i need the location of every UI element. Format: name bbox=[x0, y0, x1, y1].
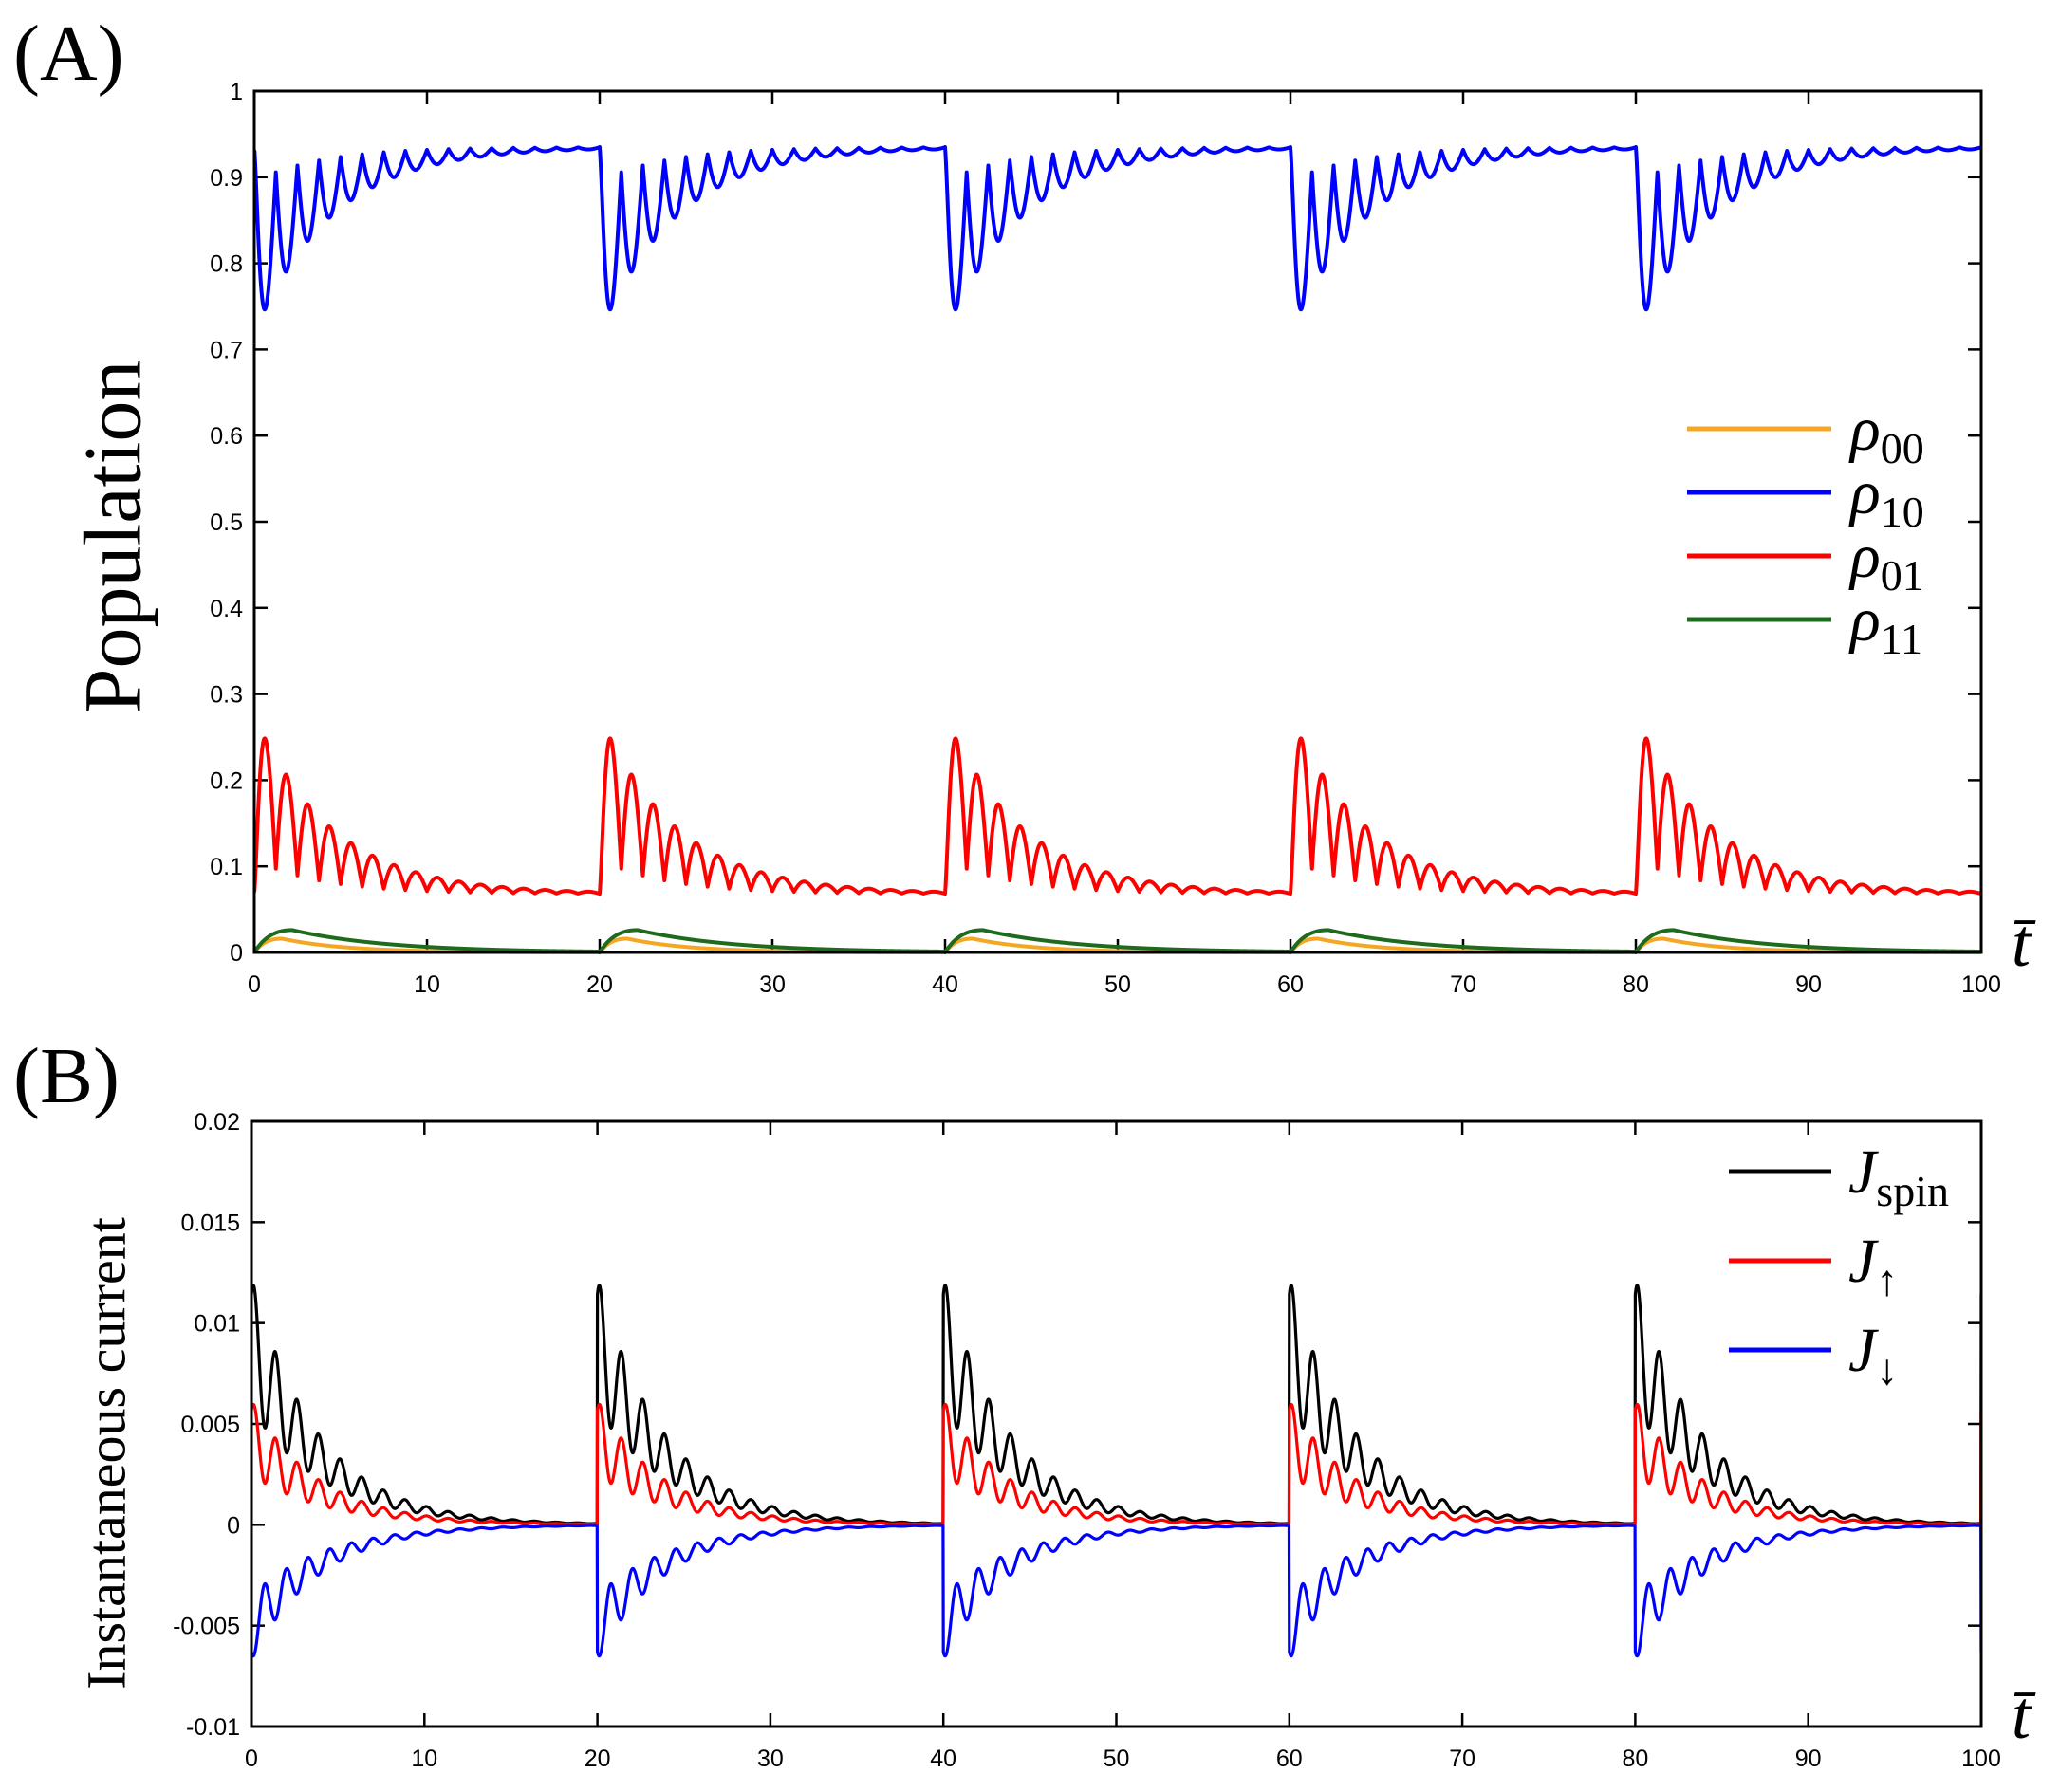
legend-entry-J↓: J↓ bbox=[1848, 1316, 1898, 1394]
legend-symbol: J bbox=[1848, 1316, 1879, 1385]
y-tick-label: 0.1 bbox=[210, 854, 243, 880]
legend-subscript: 11 bbox=[1881, 615, 1922, 663]
panel-b-frame bbox=[250, 1119, 1983, 1728]
x-tick-label: 0 bbox=[245, 1746, 258, 1772]
legend-entry-J↑: J↑ bbox=[1848, 1227, 1898, 1304]
x-tick-label: 60 bbox=[1276, 1746, 1303, 1772]
legend-entry-ρ11: ρ11 bbox=[1848, 585, 1922, 663]
x-tick-label: 80 bbox=[1622, 1746, 1648, 1772]
series-line-ρ11 bbox=[254, 928, 1981, 954]
legend-symbol: J bbox=[1848, 1227, 1879, 1296]
y-tick-label: 0 bbox=[227, 1512, 240, 1539]
x-tick-label: 70 bbox=[1449, 1746, 1475, 1772]
series-line-Jspin bbox=[251, 1284, 1981, 1525]
y-tick-label: 0 bbox=[230, 940, 243, 967]
y-tick-label: 0.01 bbox=[194, 1311, 240, 1338]
x-tick-label: 50 bbox=[1104, 971, 1131, 998]
legend-symbol: ρ bbox=[1848, 522, 1881, 591]
x-tick-label: 90 bbox=[1795, 1746, 1822, 1772]
x-tick-label: 30 bbox=[759, 971, 786, 998]
x-tick-label: 0 bbox=[248, 971, 261, 998]
y-tick-label: -0.01 bbox=[186, 1714, 240, 1741]
panel-a-chart: (A) Population t̄ 0 10 20 30 40 50 60 70 80 90 100… bbox=[13, 9, 2036, 998]
y-tick-label: 0.8 bbox=[210, 251, 243, 278]
legend-symbol: ρ bbox=[1848, 458, 1881, 527]
x-tick-label: 100 bbox=[1961, 1746, 2001, 1772]
panel-a-ylabel: Population bbox=[67, 360, 158, 714]
x-tick-label: 80 bbox=[1623, 971, 1649, 998]
legend-entry-ρ00: ρ00 bbox=[1848, 395, 1924, 472]
legend-subscript: ↑ bbox=[1876, 1256, 1898, 1304]
y-tick-label: -0.005 bbox=[173, 1614, 240, 1640]
series-line-J↑ bbox=[251, 1402, 1981, 1526]
panel-b-xlabel: t̄ bbox=[2012, 1677, 2036, 1753]
legend-symbol: ρ bbox=[1848, 585, 1881, 655]
x-tick-label: 90 bbox=[1795, 971, 1822, 998]
legend-entry-Jspin: Jspin bbox=[1848, 1137, 1949, 1215]
legend-subscript: ↓ bbox=[1876, 1345, 1898, 1394]
x-tick-label: 20 bbox=[586, 971, 613, 998]
x-tick-label: 10 bbox=[414, 971, 440, 998]
legend-symbol: ρ bbox=[1848, 395, 1881, 464]
y-tick-label: 1 bbox=[230, 79, 243, 105]
x-tick-label: 50 bbox=[1104, 1746, 1130, 1772]
x-tick-label: 60 bbox=[1277, 971, 1304, 998]
panel-a-label: (A) bbox=[13, 9, 124, 98]
panel-b-label: (B) bbox=[13, 1032, 120, 1120]
y-tick-label: 0.5 bbox=[210, 509, 243, 536]
x-tick-label: 20 bbox=[585, 1746, 611, 1772]
x-tick-label: 10 bbox=[411, 1746, 437, 1772]
x-tick-label: 100 bbox=[1961, 971, 2001, 998]
panel-b-ylabel: Instantaneous current bbox=[75, 1217, 137, 1690]
panel-b-series bbox=[251, 1284, 1981, 1658]
y-tick-label: 0.3 bbox=[210, 682, 243, 709]
x-tick-label: 40 bbox=[932, 971, 958, 998]
legend-symbol: J bbox=[1848, 1137, 1879, 1207]
x-tick-label: 70 bbox=[1450, 971, 1476, 998]
y-tick-label: 0.2 bbox=[210, 767, 243, 794]
panel-a-xlabel: t̄ bbox=[2012, 905, 2036, 981]
panel-a-series bbox=[254, 145, 1981, 954]
y-tick-label: 0.9 bbox=[210, 165, 243, 192]
panel-b-ticks: 0 10 20 30 40 50 60 70 80 90 100 -0.01 -0.005 0 0.005 0… bbox=[173, 1109, 2001, 1772]
y-tick-label: 0.7 bbox=[210, 337, 243, 363]
y-tick-label: 0.02 bbox=[194, 1109, 240, 1136]
panel-a-ticks: 0 10 20 30 40 50 60 70 80 90 10000.10.20.30.40.50.… bbox=[210, 79, 2001, 998]
legend-subscript: spin bbox=[1876, 1167, 1949, 1215]
series-line-ρ10 bbox=[254, 145, 1981, 312]
legend-entry-ρ10: ρ10 bbox=[1848, 458, 1924, 536]
panel-a-frame bbox=[252, 89, 1983, 954]
series-line-J↓ bbox=[251, 1524, 1981, 1658]
x-tick-label: 40 bbox=[930, 1746, 956, 1772]
legend-subscript: 10 bbox=[1881, 488, 1924, 536]
legend-subscript: 00 bbox=[1881, 424, 1924, 472]
y-tick-label: 0.015 bbox=[180, 1210, 240, 1236]
y-tick-label: 0.005 bbox=[180, 1412, 240, 1438]
legend-entry-ρ01: ρ01 bbox=[1848, 522, 1924, 600]
x-tick-label: 30 bbox=[757, 1746, 784, 1772]
y-tick-label: 0.4 bbox=[210, 596, 243, 622]
series-line-ρ01 bbox=[254, 736, 1981, 896]
legend-subscript: 01 bbox=[1881, 551, 1924, 600]
panel-b-chart: (B) Instantaneous current t̄ 0 10 20 30 40 50… bbox=[13, 1032, 2036, 1772]
y-tick-label: 0.6 bbox=[210, 423, 243, 450]
